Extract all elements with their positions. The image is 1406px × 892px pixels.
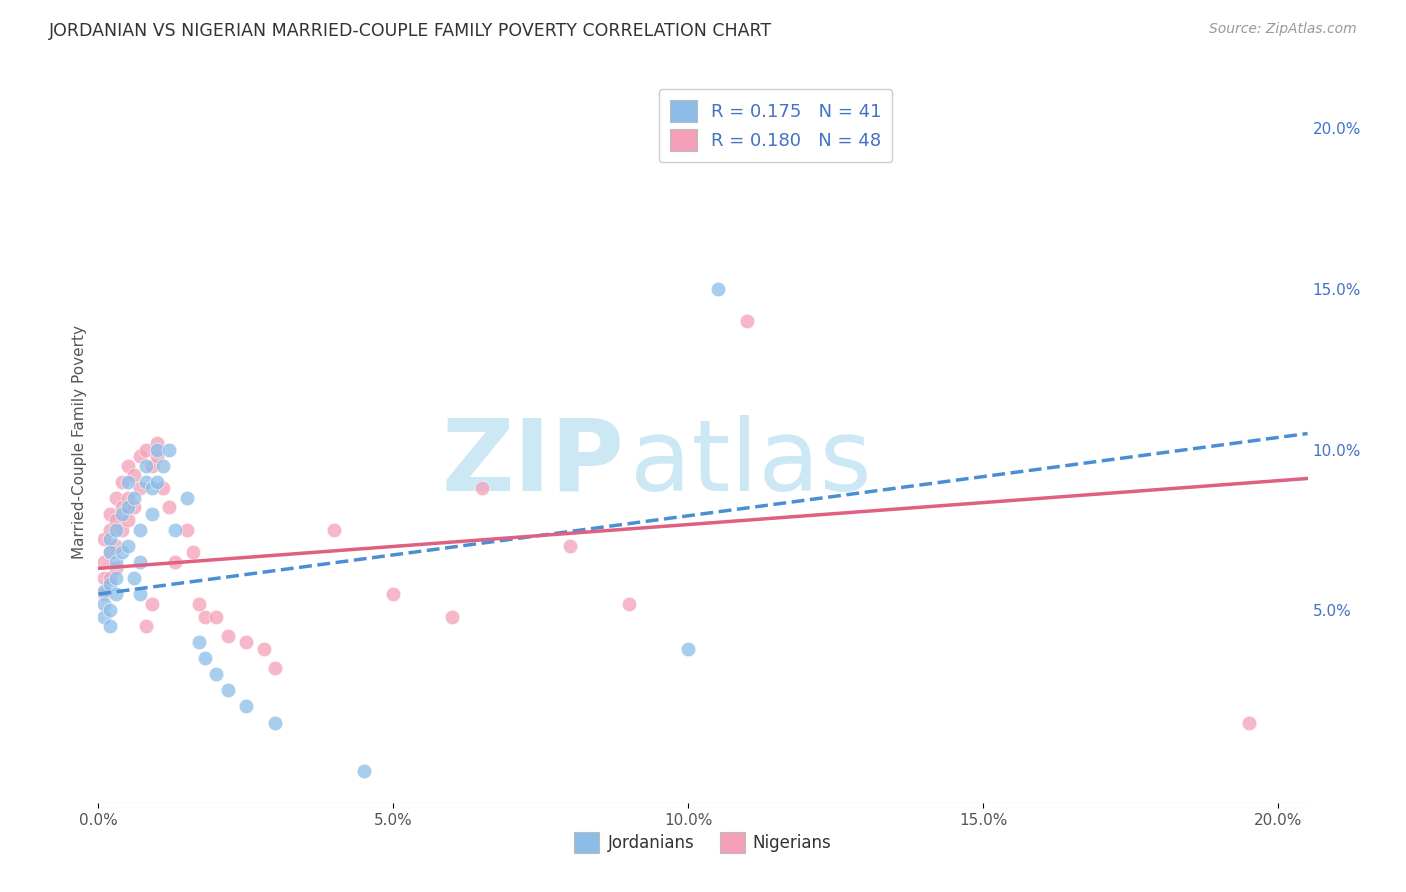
Point — [98, 619, 121, 633]
Point — [619, 597, 641, 611]
Point — [93, 571, 115, 585]
Point — [117, 539, 139, 553]
Point — [353, 764, 375, 778]
Point — [105, 491, 128, 505]
Point — [187, 597, 209, 611]
Point — [111, 523, 134, 537]
Point — [165, 555, 187, 569]
Point — [111, 545, 134, 559]
Point — [93, 609, 115, 624]
Text: Source: ZipAtlas.com: Source: ZipAtlas.com — [1209, 22, 1357, 37]
Point — [117, 513, 139, 527]
Point — [98, 507, 121, 521]
Point — [128, 587, 150, 601]
Point — [105, 513, 128, 527]
Point — [471, 481, 494, 495]
Point — [98, 577, 121, 591]
Point — [176, 491, 198, 505]
Point — [128, 449, 150, 463]
Point — [105, 555, 128, 569]
Point — [105, 571, 128, 585]
Point — [187, 635, 209, 649]
Point — [1237, 715, 1260, 730]
Point — [93, 597, 115, 611]
Point — [105, 523, 128, 537]
Point — [165, 523, 187, 537]
Point — [217, 629, 239, 643]
Point — [217, 683, 239, 698]
Point — [98, 533, 121, 547]
Point — [678, 641, 700, 656]
Legend: Jordanians, Nigerians: Jordanians, Nigerians — [568, 826, 838, 860]
Point — [264, 715, 287, 730]
Point — [117, 500, 139, 515]
Point — [135, 619, 157, 633]
Point — [205, 609, 228, 624]
Point — [93, 587, 115, 601]
Point — [141, 481, 163, 495]
Point — [194, 609, 217, 624]
Point — [105, 539, 128, 553]
Point — [122, 468, 145, 483]
Point — [98, 571, 121, 585]
Point — [141, 458, 163, 473]
Point — [117, 491, 139, 505]
Point — [111, 507, 134, 521]
Point — [122, 491, 145, 505]
Point — [93, 533, 115, 547]
Point — [135, 458, 157, 473]
Point — [128, 481, 150, 495]
Point — [135, 442, 157, 457]
Point — [98, 545, 121, 559]
Point — [146, 436, 169, 450]
Point — [176, 523, 198, 537]
Y-axis label: Married-Couple Family Poverty: Married-Couple Family Poverty — [72, 325, 87, 558]
Point — [135, 475, 157, 489]
Point — [194, 651, 217, 665]
Point — [252, 641, 274, 656]
Point — [117, 458, 139, 473]
Point — [105, 587, 128, 601]
Point — [117, 475, 139, 489]
Point — [122, 571, 145, 585]
Point — [146, 475, 169, 489]
Point — [560, 539, 582, 553]
Point — [146, 442, 169, 457]
Point — [111, 500, 134, 515]
Point — [128, 523, 150, 537]
Point — [706, 282, 728, 296]
Point — [235, 635, 257, 649]
Point — [735, 314, 758, 328]
Point — [205, 667, 228, 681]
Point — [105, 561, 128, 575]
Point — [141, 597, 163, 611]
Point — [235, 699, 257, 714]
Point — [146, 449, 169, 463]
Point — [441, 609, 464, 624]
Point — [157, 500, 180, 515]
Point — [264, 661, 287, 675]
Point — [141, 507, 163, 521]
Point — [128, 555, 150, 569]
Point — [122, 500, 145, 515]
Text: atlas: atlas — [630, 415, 872, 512]
Point — [98, 603, 121, 617]
Point — [93, 583, 115, 598]
Point — [323, 523, 346, 537]
Point — [93, 555, 115, 569]
Point — [181, 545, 204, 559]
Point — [98, 523, 121, 537]
Text: ZIP: ZIP — [441, 415, 624, 512]
Point — [98, 545, 121, 559]
Point — [152, 481, 174, 495]
Point — [152, 458, 174, 473]
Point — [111, 475, 134, 489]
Text: JORDANIAN VS NIGERIAN MARRIED-COUPLE FAMILY POVERTY CORRELATION CHART: JORDANIAN VS NIGERIAN MARRIED-COUPLE FAM… — [49, 22, 772, 40]
Point — [382, 587, 405, 601]
Point — [157, 442, 180, 457]
